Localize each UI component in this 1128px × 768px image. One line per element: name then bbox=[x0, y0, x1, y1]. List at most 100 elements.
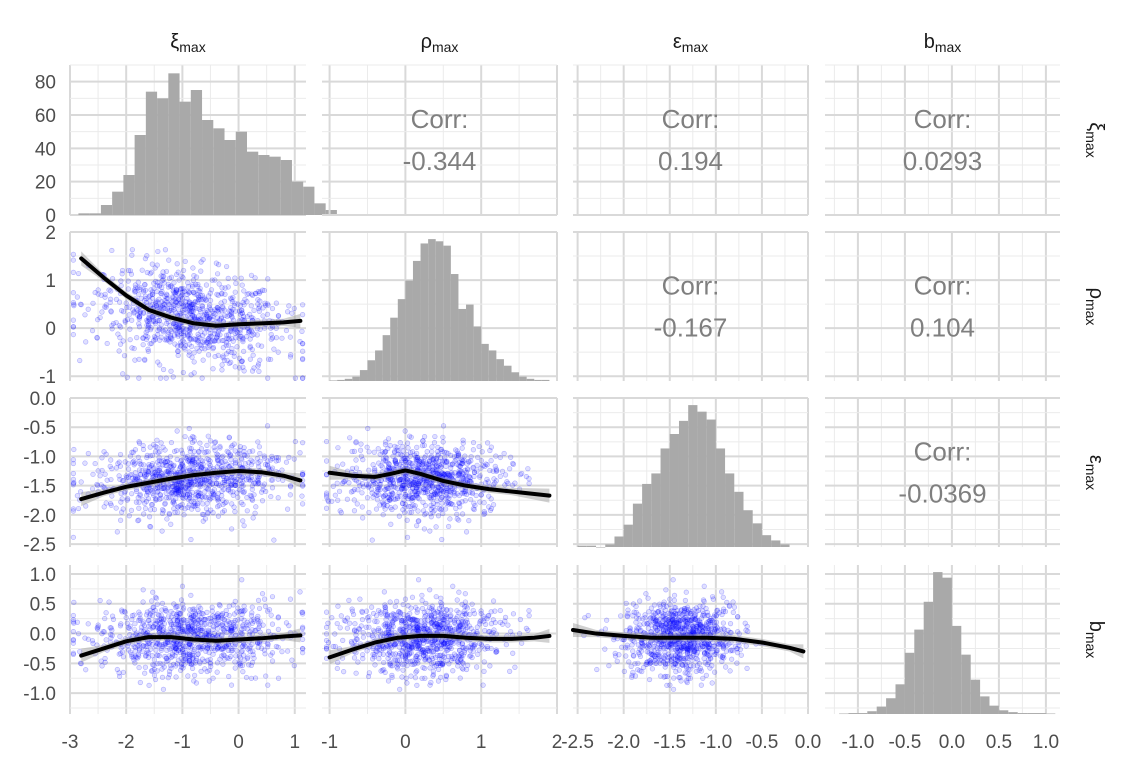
scatter-point bbox=[494, 648, 500, 655]
scatter-point bbox=[224, 263, 230, 270]
scatter-point bbox=[221, 616, 227, 623]
scatter-point bbox=[363, 608, 370, 614]
scatter-point bbox=[226, 620, 232, 626]
scatter-point bbox=[405, 445, 411, 451]
scatter-point bbox=[240, 669, 246, 675]
scatter-point bbox=[273, 335, 280, 341]
scatter-point bbox=[145, 654, 152, 660]
scatter-point bbox=[214, 304, 220, 311]
scatter-point bbox=[340, 637, 346, 643]
scatter-point bbox=[151, 280, 157, 286]
scatter-point bbox=[263, 673, 269, 679]
scatter-point bbox=[256, 308, 262, 314]
scatter-point bbox=[235, 605, 241, 611]
scatter-point bbox=[300, 624, 306, 630]
scatter-point bbox=[237, 327, 244, 333]
scatter-point bbox=[407, 650, 413, 656]
scatter-point bbox=[127, 268, 134, 274]
scatter-point bbox=[240, 299, 246, 306]
scatter-point bbox=[131, 627, 138, 633]
scatter-point bbox=[360, 652, 366, 658]
histogram-bar bbox=[397, 299, 406, 381]
scatter-point bbox=[82, 460, 88, 466]
scatter-point bbox=[443, 506, 449, 512]
scatter-point bbox=[185, 288, 191, 295]
scatter-point bbox=[151, 334, 158, 340]
scatter-point bbox=[376, 460, 382, 466]
scatter-point bbox=[429, 484, 436, 490]
scatter-point bbox=[192, 612, 199, 618]
histogram-bar bbox=[450, 274, 459, 381]
scatter-point bbox=[257, 289, 263, 295]
scatter-point bbox=[191, 350, 197, 356]
scatter-point bbox=[411, 505, 417, 511]
scatter-point bbox=[197, 335, 203, 341]
scatter-point bbox=[97, 597, 103, 604]
scatter-point bbox=[354, 501, 360, 507]
scatter-point bbox=[229, 296, 235, 302]
scatter-point bbox=[505, 480, 511, 486]
scatter-point bbox=[269, 305, 276, 312]
scatter-point bbox=[396, 513, 402, 519]
scatter-point bbox=[228, 444, 234, 450]
scatter-point bbox=[483, 621, 489, 627]
scatter-point bbox=[332, 492, 338, 498]
scatter-point bbox=[102, 291, 108, 297]
scatter-point bbox=[149, 314, 155, 320]
scatter-point bbox=[501, 450, 507, 457]
scatter-point bbox=[181, 512, 187, 518]
scatter-point bbox=[214, 315, 221, 321]
scatter-point bbox=[259, 645, 265, 651]
histogram-bar bbox=[235, 131, 247, 215]
scatter-point bbox=[240, 501, 246, 508]
scatter-point bbox=[392, 504, 398, 510]
scatter-point bbox=[189, 489, 196, 496]
scatter-point bbox=[131, 310, 137, 316]
scatter-point bbox=[414, 682, 420, 688]
scatter-point bbox=[185, 308, 191, 314]
scatter-point bbox=[71, 480, 77, 486]
scatter-point bbox=[203, 282, 210, 288]
scatter-point bbox=[202, 489, 208, 495]
scatter-point bbox=[375, 446, 381, 452]
scatter-point bbox=[180, 657, 186, 664]
scatter-point bbox=[360, 457, 366, 463]
scatter-point bbox=[413, 454, 419, 460]
scatter-point bbox=[228, 682, 235, 688]
scatter-point bbox=[493, 453, 499, 459]
scatter-point bbox=[186, 425, 192, 432]
scatter-point bbox=[351, 655, 358, 661]
scatter-point bbox=[486, 504, 492, 510]
scatter-point bbox=[249, 332, 255, 339]
scatter-point bbox=[203, 506, 210, 512]
scatter-point bbox=[131, 458, 137, 464]
scatter-point bbox=[392, 457, 398, 464]
scatter-point bbox=[421, 442, 427, 448]
scatter-point bbox=[428, 625, 434, 631]
scatter-point bbox=[323, 631, 330, 637]
scatter-point bbox=[364, 495, 371, 501]
scatter-point bbox=[149, 502, 155, 508]
scatter-point bbox=[192, 291, 198, 297]
scatter-point bbox=[323, 646, 330, 652]
histogram-bar bbox=[752, 523, 762, 547]
scatter-point bbox=[168, 665, 174, 672]
scatter-point bbox=[236, 653, 242, 659]
scatter-point bbox=[433, 646, 439, 652]
histogram-bar bbox=[352, 376, 360, 381]
scatter-point bbox=[470, 607, 476, 614]
scatter-point bbox=[116, 299, 123, 305]
scatter-point bbox=[497, 473, 503, 479]
scatter-point bbox=[213, 260, 219, 266]
scatter-point bbox=[203, 340, 209, 346]
scatter-point bbox=[173, 299, 179, 305]
scatter-point bbox=[107, 299, 113, 306]
scatter-point bbox=[190, 308, 196, 314]
scatter-point bbox=[249, 329, 255, 335]
scatter-point bbox=[300, 646, 306, 652]
scatter-point bbox=[224, 475, 230, 482]
scatter-point bbox=[169, 284, 176, 290]
scatter-point bbox=[470, 439, 477, 446]
scatter-point bbox=[388, 492, 394, 498]
scatter-point bbox=[216, 262, 222, 268]
